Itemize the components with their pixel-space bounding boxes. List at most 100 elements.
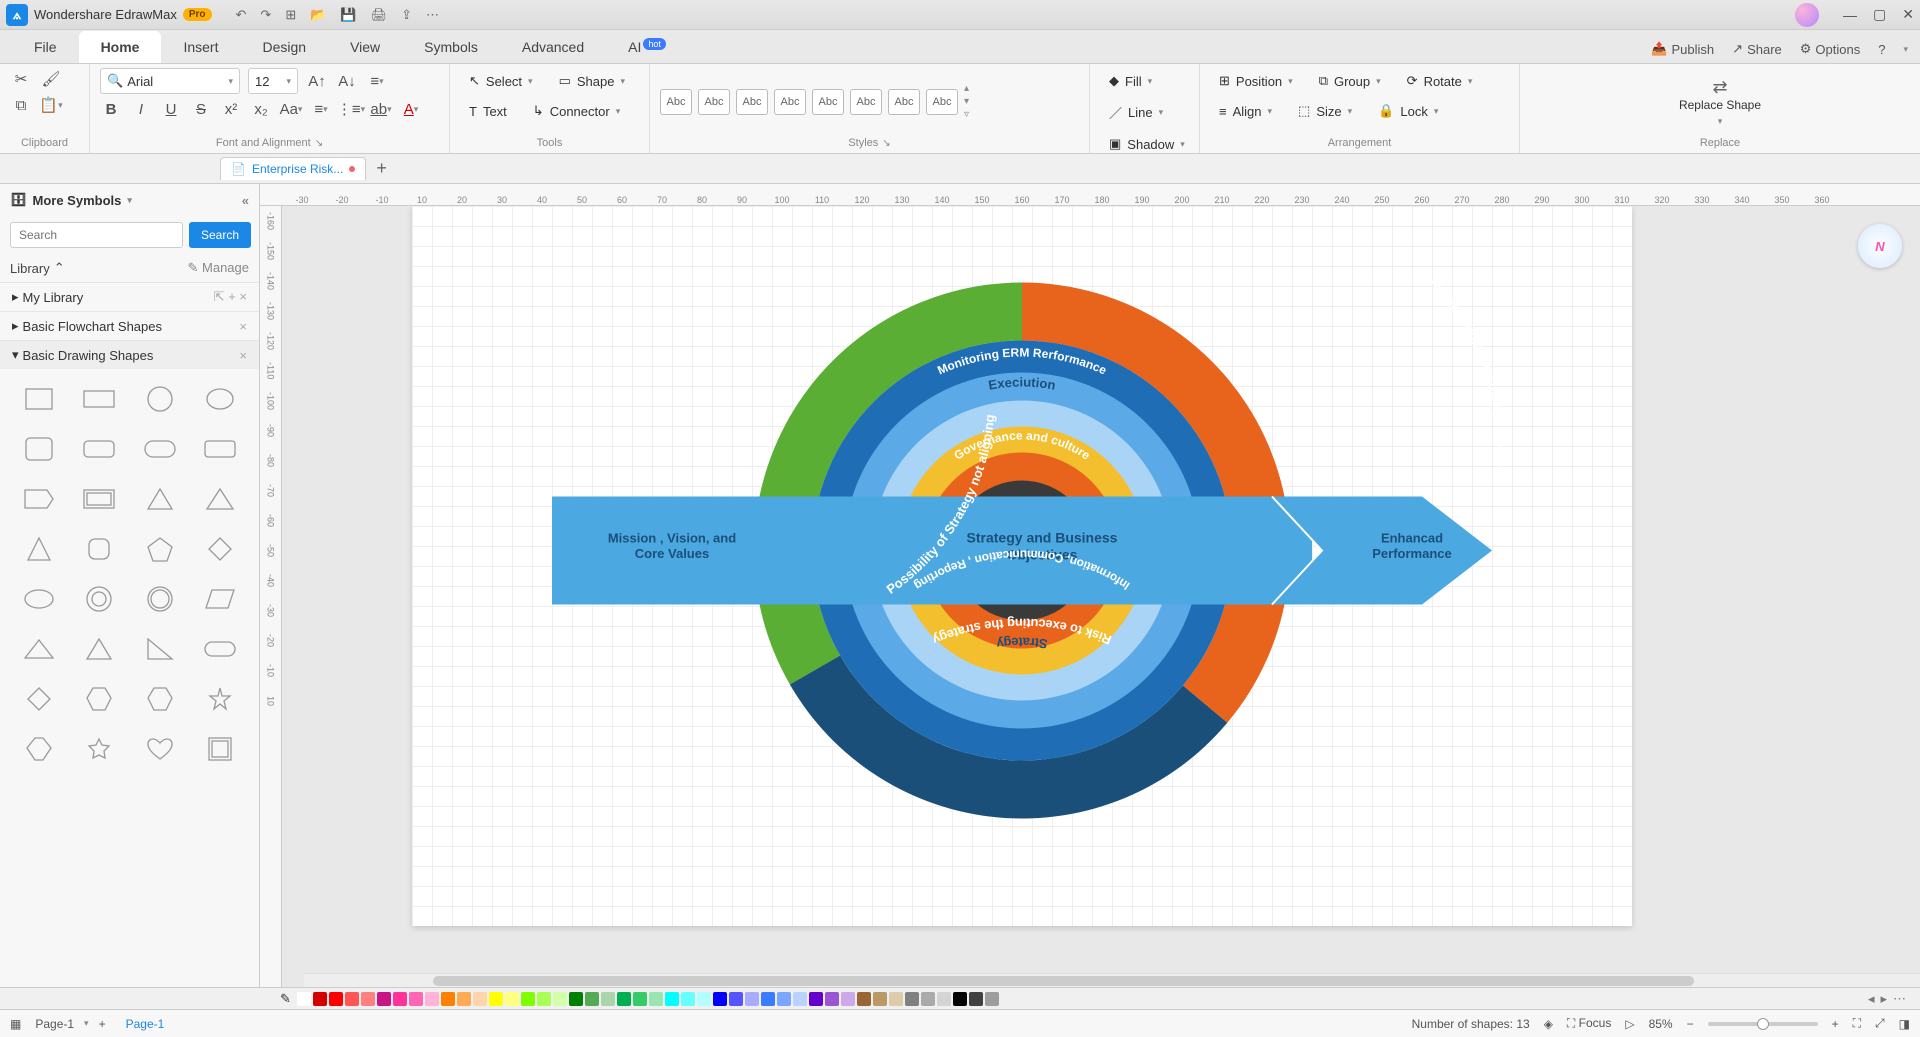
page-tab[interactable]: Page-1 — [116, 1014, 175, 1034]
menu-insert[interactable]: Insert — [161, 31, 240, 63]
shape-item[interactable] — [14, 379, 64, 419]
color-swatch[interactable] — [841, 992, 855, 1006]
shape-item[interactable] — [195, 479, 245, 519]
cat-flowchart[interactable]: ▸ Basic Flowchart Shapes× — [0, 311, 259, 340]
style-item[interactable]: Abc — [926, 89, 958, 115]
underline-icon[interactable]: U — [160, 98, 182, 120]
menu-home[interactable]: Home — [79, 31, 162, 63]
cat-drawing[interactable]: ▾ Basic Drawing Shapes× — [0, 340, 259, 369]
shadow-button[interactable]: ▣ Shadow ▾ — [1100, 131, 1189, 157]
color-swatch[interactable] — [857, 992, 871, 1006]
maximize-icon[interactable]: ▢ — [1873, 6, 1886, 23]
open-icon[interactable]: 📂 — [310, 7, 326, 23]
select-tool[interactable]: ↖ Select ▾ — [460, 68, 542, 94]
shape-item[interactable] — [195, 629, 245, 669]
color-swatch[interactable] — [809, 992, 823, 1006]
color-swatch[interactable] — [713, 992, 727, 1006]
shape-item[interactable] — [135, 629, 185, 669]
color-swatch[interactable] — [985, 992, 999, 1006]
layers-icon[interactable]: ◈ — [1544, 1017, 1553, 1031]
case-icon[interactable]: Aa▾ — [280, 98, 302, 120]
shape-item[interactable] — [135, 579, 185, 619]
add-page-button[interactable]: + — [99, 1017, 106, 1031]
erm-diagram[interactable]: Mission , Vision, andCore ValuesStrategy… — [542, 270, 1502, 833]
paste-icon[interactable]: 📋▾ — [40, 94, 62, 116]
copy-icon[interactable]: ⧉ — [10, 94, 32, 116]
menu-advanced[interactable]: Advanced — [500, 31, 606, 63]
decrease-font-icon[interactable]: A↓ — [336, 70, 358, 92]
page-menu-icon[interactable]: ▾ — [84, 1018, 89, 1029]
font-color-icon[interactable]: A▾ — [400, 98, 422, 120]
shape-item[interactable] — [195, 529, 245, 569]
shape-item[interactable] — [74, 529, 124, 569]
shape-item[interactable] — [14, 629, 64, 669]
style-item[interactable]: Abc — [736, 89, 768, 115]
shape-item[interactable] — [74, 479, 124, 519]
zoom-in-icon[interactable]: + — [1832, 1017, 1839, 1031]
color-swatch[interactable] — [393, 992, 407, 1006]
rotate-button[interactable]: ⟳ Rotate▾ — [1398, 68, 1482, 94]
more-icon[interactable]: ⋯ — [426, 7, 439, 23]
shape-tool[interactable]: ▭ Shape ▾ — [550, 68, 634, 94]
shape-item[interactable] — [74, 679, 124, 719]
horizontal-scrollbar[interactable] — [304, 973, 1920, 987]
color-swatch[interactable] — [569, 992, 583, 1006]
menu-file[interactable]: File — [12, 31, 79, 63]
color-swatch[interactable] — [633, 992, 647, 1006]
color-scroll-right-icon[interactable]: ▸ — [1880, 991, 1887, 1007]
color-swatch[interactable] — [905, 992, 919, 1006]
color-swatch[interactable] — [793, 992, 807, 1006]
replace-shape-button[interactable]: ⇄ Replace Shape ▾ — [1679, 77, 1761, 127]
document-tab[interactable]: 📄 Enterprise Risk... — [220, 157, 366, 180]
close-cat-icon[interactable]: × — [239, 289, 247, 304]
color-swatch[interactable] — [297, 992, 311, 1006]
shape-item[interactable] — [14, 479, 64, 519]
style-expand-icon[interactable]: ▿ — [964, 109, 969, 120]
shape-item[interactable] — [74, 429, 124, 469]
color-swatch[interactable] — [425, 992, 439, 1006]
increase-font-icon[interactable]: A↑ — [306, 70, 328, 92]
canvas[interactable]: Mission , Vision, andCore ValuesStrategy… — [282, 206, 1920, 987]
align-icon[interactable]: ≡▾ — [366, 70, 388, 92]
style-scroll-down-icon[interactable]: ▾ — [964, 96, 969, 107]
page-layout-icon[interactable]: ▦ — [10, 1017, 21, 1031]
color-swatch[interactable] — [521, 992, 535, 1006]
color-swatch[interactable] — [921, 992, 935, 1006]
export-icon[interactable]: ⇪ — [401, 7, 412, 23]
close-cat-icon[interactable]: × — [239, 348, 247, 363]
color-swatch[interactable] — [345, 992, 359, 1006]
color-swatch[interactable] — [409, 992, 423, 1006]
zoom-out-icon[interactable]: − — [1687, 1017, 1694, 1031]
add-tab-button[interactable]: + — [376, 158, 387, 179]
color-swatch[interactable] — [457, 992, 471, 1006]
font-size-select[interactable]: 12▾ — [248, 68, 298, 94]
style-item[interactable]: Abc — [812, 89, 844, 115]
focus-button[interactable]: ⛶ Focus — [1567, 1016, 1611, 1031]
panel-toggle-icon[interactable]: ◨ — [1899, 1017, 1910, 1031]
shape-item[interactable] — [195, 379, 245, 419]
highlight-icon[interactable]: ab▾ — [370, 98, 392, 120]
color-swatch[interactable] — [377, 992, 391, 1006]
add-icon[interactable]: + — [228, 289, 236, 304]
collapse-sidebar-icon[interactable]: « — [242, 193, 249, 208]
color-swatch[interactable] — [729, 992, 743, 1006]
color-swatch[interactable] — [761, 992, 775, 1006]
color-swatch[interactable] — [665, 992, 679, 1006]
zoom-slider[interactable] — [1708, 1022, 1818, 1026]
shape-item[interactable] — [74, 379, 124, 419]
print-icon[interactable]: 🖨 — [371, 7, 388, 23]
close-cat-icon[interactable]: × — [239, 319, 247, 334]
shape-item[interactable] — [14, 579, 64, 619]
shape-item[interactable] — [14, 429, 64, 469]
color-swatch[interactable] — [969, 992, 983, 1006]
style-item[interactable]: Abc — [660, 89, 692, 115]
style-item[interactable]: Abc — [850, 89, 882, 115]
fullscreen-icon[interactable]: ⤢ — [1875, 1016, 1885, 1031]
color-swatch[interactable] — [505, 992, 519, 1006]
options-button[interactable]: ⚙Options — [1800, 41, 1860, 57]
align-button[interactable]: ≡ Align▾ — [1210, 99, 1281, 124]
search-input[interactable] — [10, 222, 183, 248]
color-swatch[interactable] — [329, 992, 343, 1006]
bold-icon[interactable]: B — [100, 98, 122, 120]
shape-item[interactable] — [14, 729, 64, 769]
